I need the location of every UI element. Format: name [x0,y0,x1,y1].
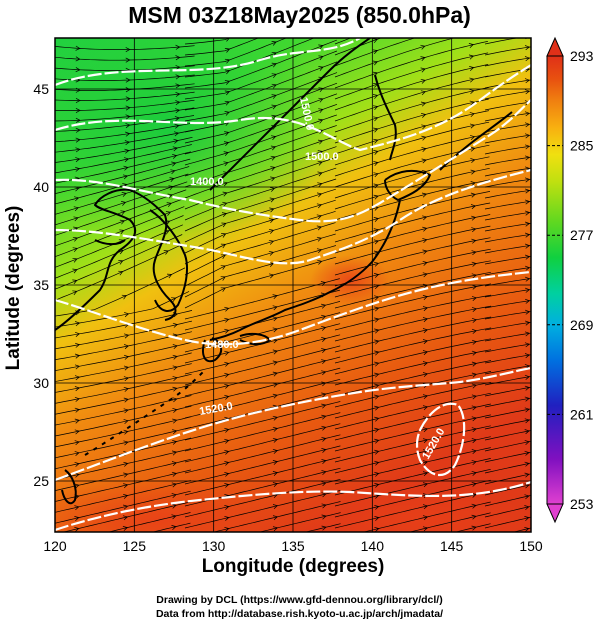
x-tick-label: 130 [202,538,226,554]
y-axis-label: Latitude (degrees) [3,205,24,371]
contour-label: 1520.0 [198,400,233,418]
colorbar-tick-label: 253 [570,496,594,512]
colorbar-tick-label: 261 [570,406,594,422]
y-tick-label: 30 [33,375,49,391]
height-contours [55,38,531,532]
x-tick-label: 120 [43,538,67,554]
colorbar-tick-label: 285 [570,138,594,154]
contour-label: 1400.0 [190,176,224,188]
x-tick-label: 140 [361,538,385,554]
y-tick-label: 40 [33,179,49,195]
x-axis-ticks: 120 125 130 135 140 145 150 [43,538,543,554]
y-axis-ticks: 25 30 35 40 45 [33,81,49,489]
y-tick-label: 45 [33,81,49,97]
credit-drawing: Drawing by DCL (https://www.gfd-dennou.o… [156,594,443,606]
colorbar-tick-label: 293 [570,48,594,64]
colorbar-top-arrow [546,36,564,57]
contour-labels: 1500.0 1400.0 1480.0 1500.0 1520.0 1520.… [190,96,447,461]
colorbar-tick-label: 269 [570,317,594,333]
plot-frame [54,37,532,533]
x-tick-label: 150 [519,538,543,554]
x-axis-label: Longitude (degrees) [201,556,385,577]
x-tick-label: 125 [123,538,147,554]
colorbar-tick-label: 277 [570,227,594,243]
contour-label: 1480.0 [205,339,239,351]
x-tick-label: 145 [440,538,464,554]
coastlines [55,38,513,505]
contour-label: 1500.0 [305,151,339,163]
colorbar-bottom-arrow [546,503,564,524]
colorbar: 253 261 269 277 285 293 [546,36,594,524]
y-tick-label: 35 [33,277,49,293]
x-tick-label: 135 [281,538,305,554]
map-title: MSM 03Z18May2025 (850.0hPa) [128,2,471,28]
y-tick-label: 25 [33,473,49,489]
credit-data: Data from http://database.rish.kyoto-u.a… [155,608,444,620]
colorbar-gradient [546,55,564,505]
